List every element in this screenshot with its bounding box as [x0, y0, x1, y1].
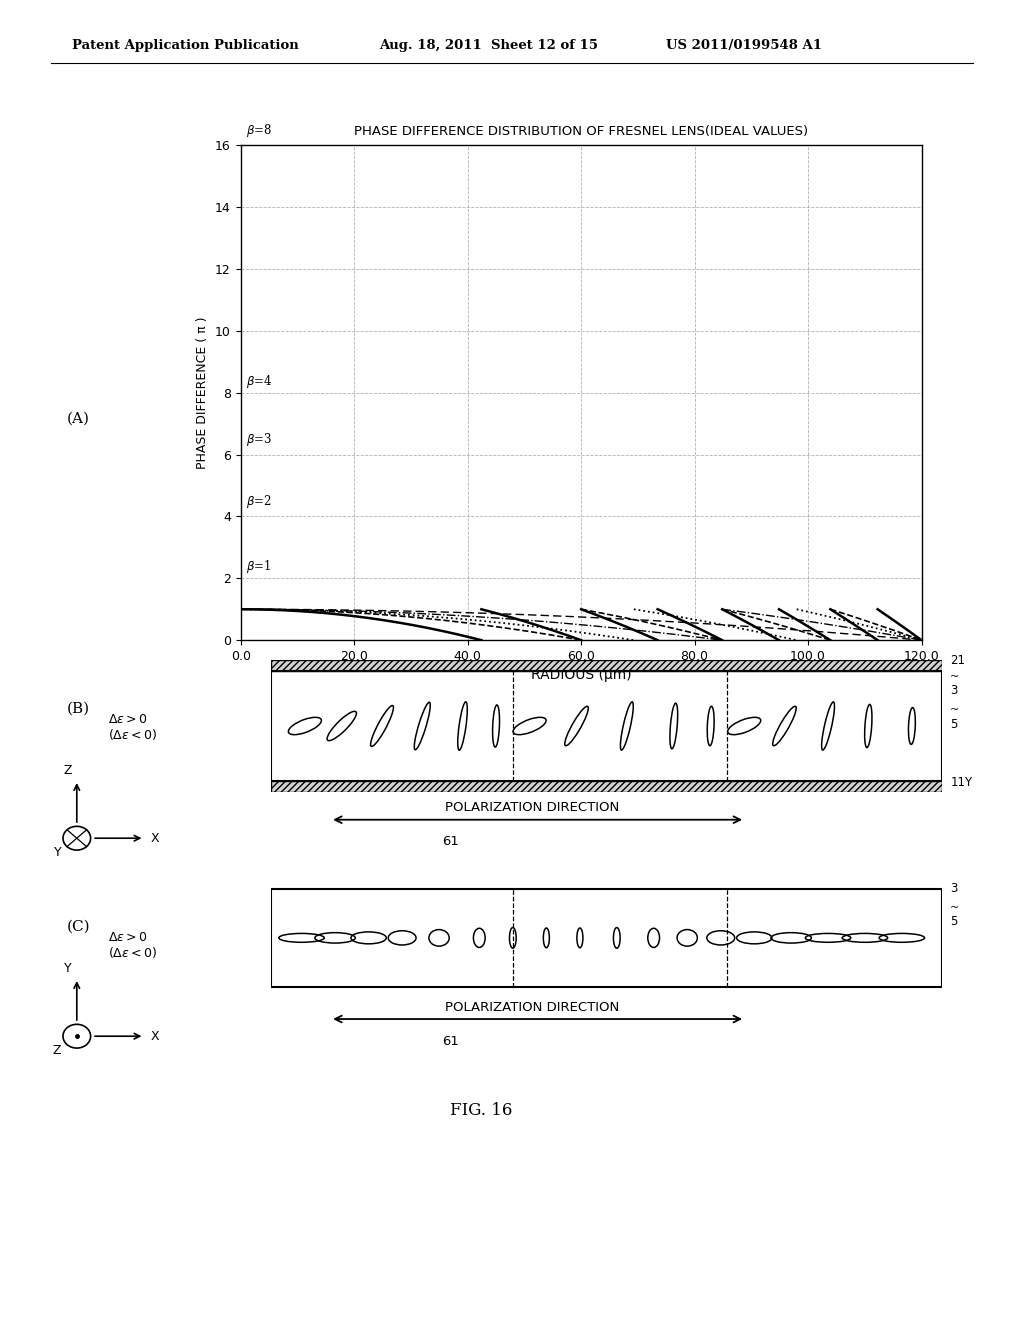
Text: $\Delta\varepsilon>0$: $\Delta\varepsilon>0$ [108, 931, 147, 944]
Text: $\beta$=8: $\beta$=8 [247, 121, 272, 139]
Text: $\beta$=4: $\beta$=4 [247, 372, 272, 389]
Text: $(\Delta\varepsilon<0)$: $(\Delta\varepsilon<0)$ [108, 727, 157, 742]
Text: ~: ~ [950, 903, 959, 913]
Text: Y: Y [63, 962, 72, 975]
Text: 3: 3 [950, 882, 957, 895]
Text: $\beta$=2: $\beta$=2 [247, 494, 272, 511]
Text: Y: Y [54, 846, 61, 859]
Text: POLARIZATION DIRECTION: POLARIZATION DIRECTION [445, 801, 620, 814]
Text: US 2011/0199548 A1: US 2011/0199548 A1 [666, 38, 821, 51]
Text: 61: 61 [442, 834, 459, 847]
Text: Patent Application Publication: Patent Application Publication [72, 38, 298, 51]
Text: FIG. 16: FIG. 16 [451, 1102, 512, 1119]
Text: Z: Z [63, 764, 72, 777]
Text: 61: 61 [442, 1035, 459, 1048]
Text: $\beta$=3: $\beta$=3 [247, 432, 272, 449]
Text: 3: 3 [950, 684, 957, 697]
Text: ~: ~ [950, 705, 959, 715]
Text: ~: ~ [950, 672, 959, 682]
Bar [271, 671, 942, 781]
Text: $(\Delta\varepsilon<0)$: $(\Delta\varepsilon<0)$ [108, 945, 157, 960]
Text: Z: Z [53, 1044, 61, 1057]
Text: 11Y: 11Y [950, 776, 973, 789]
Text: $\beta$=1: $\beta$=1 [247, 558, 271, 576]
Text: 21: 21 [950, 653, 966, 667]
Text: (B): (B) [67, 702, 90, 715]
Text: $\Delta\varepsilon>0$: $\Delta\varepsilon>0$ [108, 713, 147, 726]
Bar [271, 781, 942, 792]
Text: Aug. 18, 2011  Sheet 12 of 15: Aug. 18, 2011 Sheet 12 of 15 [379, 38, 598, 51]
Text: X: X [151, 832, 159, 845]
Text: (C): (C) [67, 920, 90, 933]
Title: PHASE DIFFERENCE DISTRIBUTION OF FRESNEL LENS(IDEAL VALUES): PHASE DIFFERENCE DISTRIBUTION OF FRESNEL… [354, 125, 808, 139]
Text: POLARIZATION DIRECTION: POLARIZATION DIRECTION [445, 1001, 620, 1014]
Text: (A): (A) [67, 412, 89, 425]
Y-axis label: PHASE DIFFERENCE ( π ): PHASE DIFFERENCE ( π ) [197, 317, 210, 469]
Text: 5: 5 [950, 915, 957, 928]
Bar [271, 660, 942, 671]
X-axis label: RADIOUS (μm): RADIOUS (μm) [530, 668, 632, 682]
Text: 5: 5 [950, 718, 957, 731]
Text: X: X [151, 1030, 159, 1043]
